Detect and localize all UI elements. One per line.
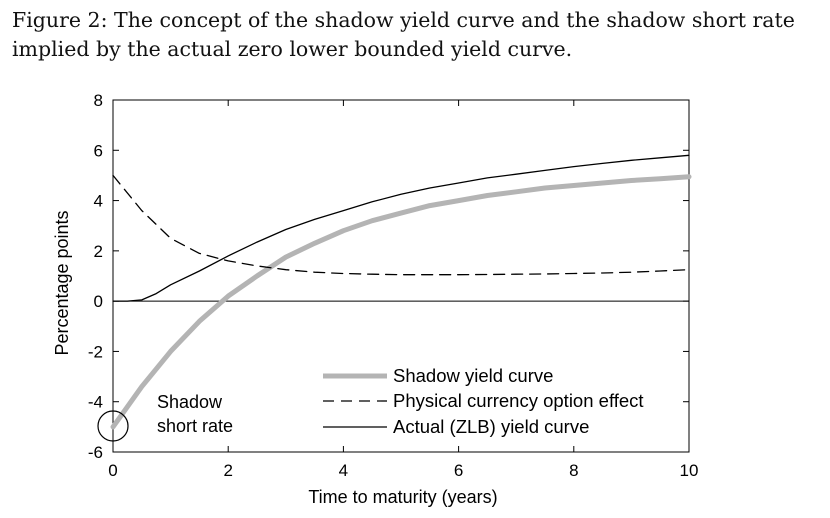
legend: Shadow yield curve Physical currency opti… (323, 365, 644, 437)
plot-frame (112, 99, 690, 453)
x-tick-label: 4 (339, 461, 348, 480)
legend-entry-actual-zlb-yield-curve: Actual (ZLB) yield curve (323, 416, 589, 437)
series-layer (110, 154, 692, 430)
x-tick-label: 6 (454, 461, 463, 480)
legend-label: Actual (ZLB) yield curve (393, 416, 589, 437)
ticks: 0 2 4 6 8 10 -6 -4 -2 0 2 4 6 8 (88, 91, 699, 480)
legend-entry-shadow-yield-curve: Shadow yield curve (323, 365, 553, 386)
x-axis-label: Time to maturity (years) (308, 487, 497, 507)
y-tick-label: 6 (94, 141, 103, 160)
figure-caption: Figure 2: The concept of the shadow yiel… (12, 6, 822, 64)
y-tick-label: 4 (94, 192, 103, 211)
y-tick-label: -6 (88, 443, 103, 462)
series-shadow-yield-curve (110, 174, 692, 430)
x-tick-label: 2 (223, 461, 232, 480)
annotation-marker-circle (97, 410, 129, 442)
axes (112, 99, 690, 453)
series-physical-currency-option-effect (112, 174, 690, 276)
y-tick-label: -2 (88, 342, 103, 361)
y-tick-label: 8 (94, 91, 103, 110)
y-tick-label: -4 (88, 393, 103, 412)
legend-label: Physical currency option effect (393, 390, 644, 411)
caption-line-2: implied by the actual zero lower bounded… (12, 37, 573, 61)
y-tick-label: 2 (94, 242, 103, 261)
x-tick-label: 8 (569, 461, 578, 480)
annotation-line-1: Shadow (157, 392, 223, 412)
legend-label: Shadow yield curve (393, 365, 553, 386)
series-actual-zlb-yield-curve (112, 154, 690, 302)
annotation-line-2: short rate (157, 416, 233, 436)
x-tick-label: 0 (108, 461, 117, 480)
shadow-short-rate-annotation: Shadow short rate (97, 392, 233, 442)
legend-entry-physical-currency-option-effect: Physical currency option effect (323, 390, 644, 411)
y-axis-label: Percentage points (52, 210, 72, 355)
x-tick-label: 10 (680, 461, 699, 480)
y-tick-label: 0 (94, 292, 103, 311)
caption-line-1: Figure 2: The concept of the shadow yiel… (12, 8, 795, 32)
